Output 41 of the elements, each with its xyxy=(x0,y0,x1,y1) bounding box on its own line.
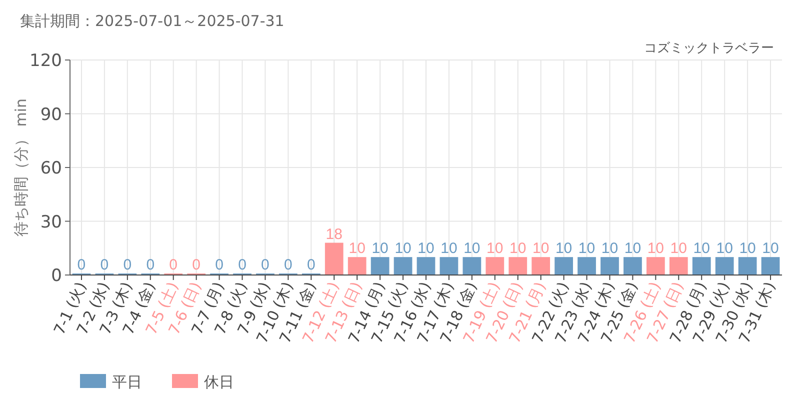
data-label: 0 xyxy=(284,256,292,274)
data-label: 10 xyxy=(486,240,504,258)
data-label: 10 xyxy=(647,240,664,258)
data-label: 0 xyxy=(77,256,86,274)
data-label: 10 xyxy=(555,240,572,258)
data-label: 10 xyxy=(440,240,458,258)
data-label: 0 xyxy=(306,256,316,274)
data-label: 0 xyxy=(100,256,109,274)
data-label: 10 xyxy=(394,240,412,258)
data-label: 0 xyxy=(192,256,200,274)
y-tick-label: 30 xyxy=(40,212,62,232)
y-tick-label: 0 xyxy=(51,266,62,286)
data-label: 0 xyxy=(261,256,270,274)
data-label: 10 xyxy=(739,240,756,258)
data-label: 10 xyxy=(464,240,480,258)
data-label: 0 xyxy=(146,256,155,274)
data-label: 10 xyxy=(348,240,366,258)
data-label: 0 xyxy=(215,256,224,274)
data-label: 10 xyxy=(601,240,618,258)
chart-subtitle: コズミックトラベラー xyxy=(644,41,774,56)
data-label: 10 xyxy=(670,240,687,258)
data-label: 10 xyxy=(624,240,642,258)
data-label: 10 xyxy=(532,240,550,258)
y-axis-title: 待ち時間（分） min xyxy=(12,98,30,237)
data-label: 18 xyxy=(326,226,342,243)
chart-title: 集計期間：2025-07-01～2025-07-31 xyxy=(20,12,284,30)
data-label: 0 xyxy=(123,256,132,274)
legend-label: 平日 xyxy=(112,373,142,391)
legend-label: 休日 xyxy=(204,373,234,391)
data-label: 10 xyxy=(510,240,526,258)
y-tick-label: 120 xyxy=(30,51,62,71)
data-label: 10 xyxy=(693,240,710,258)
y-tick-label: 60 xyxy=(40,158,62,178)
data-label: 0 xyxy=(169,256,178,274)
y-tick-label: 90 xyxy=(40,104,62,125)
data-label: 10 xyxy=(762,240,779,258)
data-label: 10 xyxy=(418,240,434,258)
data-label: 10 xyxy=(372,240,388,258)
data-label: 10 xyxy=(716,240,733,258)
data-label: 10 xyxy=(578,240,596,258)
data-label: 0 xyxy=(238,256,246,274)
